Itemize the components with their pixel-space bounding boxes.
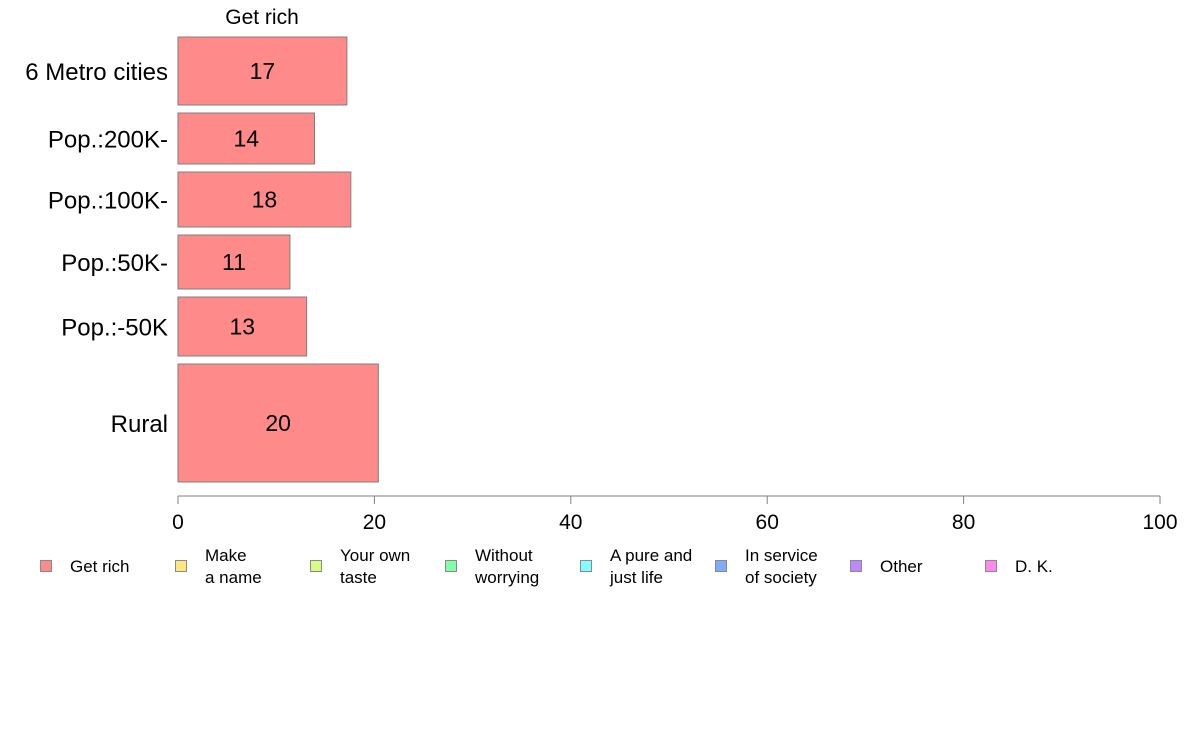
bar	[177, 234, 291, 290]
bar	[177, 112, 315, 165]
legend-swatch	[850, 560, 862, 572]
legend-label: Without worrying	[475, 546, 540, 587]
x-tick-label: 80	[952, 511, 975, 534]
chart-title: Get rich	[225, 6, 299, 29]
bar-chart: Get rich 17 6 Metro cities 14 Pop.:200K- 18 P…	[25, 6, 1177, 534]
bar-value-label: 13	[230, 314, 256, 340]
bar-value-label: 20	[265, 410, 291, 436]
bar-value-label: 18	[252, 187, 278, 213]
bar-value-label: 11	[222, 249, 246, 275]
x-tick-label: 100	[1142, 511, 1177, 534]
bar-value-label: 17	[250, 58, 276, 84]
x-tick-label: 40	[559, 511, 582, 534]
category-label: Pop.:50K-	[61, 250, 168, 277]
legend-label: Get rich	[70, 557, 130, 576]
x-tick-label: 0	[172, 511, 184, 534]
legend-label: D. K.	[1015, 557, 1053, 576]
bar-value-label: 14	[233, 126, 259, 152]
category-label: Rural	[111, 411, 168, 438]
bar	[177, 36, 348, 106]
category-label: 6 Metro cities	[25, 59, 168, 86]
legend-label: Make a name	[205, 546, 262, 587]
legend-swatch	[40, 560, 52, 572]
x-tick-label: 20	[363, 511, 386, 534]
x-tick-label: 60	[756, 511, 779, 534]
legend-swatch	[175, 560, 187, 572]
category-label: Pop.:200K-	[48, 127, 168, 154]
bar	[177, 363, 379, 483]
legend-label: A pure and just life	[610, 546, 693, 587]
bar	[177, 296, 308, 357]
legend-swatch	[580, 560, 592, 572]
legend-swatch	[310, 560, 322, 572]
bar	[177, 171, 352, 228]
legend-label: Your own taste	[340, 546, 411, 587]
category-label: Pop.:100K-	[48, 188, 168, 215]
category-label: Pop.:-50K	[61, 315, 168, 342]
legend-label: In service of society	[745, 546, 818, 587]
legend-label: Other	[880, 557, 923, 576]
legend-swatch	[445, 560, 457, 572]
legend: Get rich Make a name Your own taste Without…	[0, 544, 1188, 592]
legend-swatch	[985, 560, 997, 572]
legend-swatch	[715, 560, 727, 572]
